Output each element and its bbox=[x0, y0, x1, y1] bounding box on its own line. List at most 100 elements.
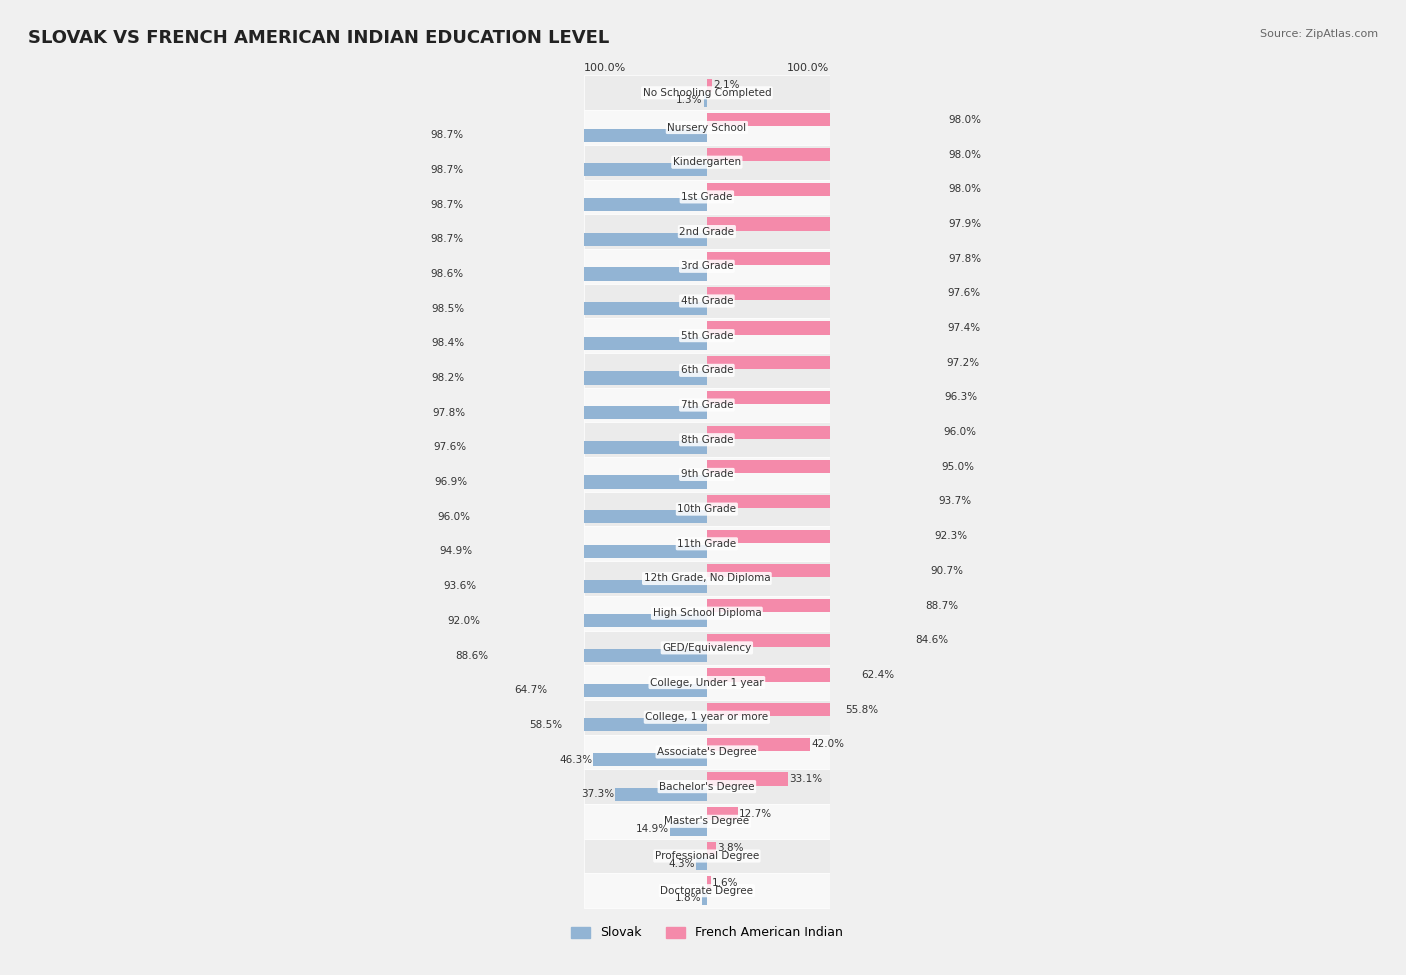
Text: 42.0%: 42.0% bbox=[811, 739, 844, 750]
Text: 96.9%: 96.9% bbox=[434, 477, 468, 488]
Bar bbox=[477, 579, 707, 593]
Text: 1.3%: 1.3% bbox=[676, 96, 703, 105]
Text: 1.6%: 1.6% bbox=[711, 878, 738, 888]
Bar bbox=[585, 284, 830, 318]
Text: 88.7%: 88.7% bbox=[925, 601, 959, 610]
Bar bbox=[703, 94, 707, 107]
Bar bbox=[585, 353, 830, 388]
Text: GED/Equivalency: GED/Equivalency bbox=[662, 643, 751, 653]
Bar bbox=[707, 425, 942, 439]
Text: 2.1%: 2.1% bbox=[713, 80, 740, 91]
Text: 12th Grade, No Diploma: 12th Grade, No Diploma bbox=[644, 573, 770, 583]
Bar bbox=[465, 198, 707, 212]
Bar bbox=[707, 391, 943, 404]
Text: Associate's Degree: Associate's Degree bbox=[657, 747, 756, 757]
Bar bbox=[707, 841, 716, 855]
Text: 4.3%: 4.3% bbox=[669, 859, 695, 869]
Text: 97.4%: 97.4% bbox=[948, 323, 980, 333]
Legend: Slovak, French American Indian: Slovak, French American Indian bbox=[567, 921, 848, 945]
Text: 2nd Grade: 2nd Grade bbox=[679, 226, 734, 237]
Bar bbox=[707, 772, 789, 786]
Text: 11th Grade: 11th Grade bbox=[678, 539, 737, 549]
Text: 1st Grade: 1st Grade bbox=[681, 192, 733, 202]
Text: Master's Degree: Master's Degree bbox=[664, 816, 749, 827]
Text: 88.6%: 88.6% bbox=[456, 650, 488, 660]
Text: 98.0%: 98.0% bbox=[949, 149, 981, 160]
Bar bbox=[585, 804, 830, 838]
Bar bbox=[585, 874, 830, 908]
Bar bbox=[671, 822, 707, 836]
Text: 1.8%: 1.8% bbox=[675, 893, 702, 903]
Text: 7th Grade: 7th Grade bbox=[681, 400, 733, 410]
Bar bbox=[585, 838, 830, 874]
Bar bbox=[707, 877, 711, 889]
Text: College, Under 1 year: College, Under 1 year bbox=[650, 678, 763, 687]
Text: 64.7%: 64.7% bbox=[513, 685, 547, 695]
Bar bbox=[465, 163, 707, 176]
Text: 97.6%: 97.6% bbox=[433, 443, 467, 452]
Bar bbox=[564, 719, 707, 731]
Bar bbox=[707, 565, 929, 577]
Bar bbox=[465, 267, 707, 281]
Text: 96.3%: 96.3% bbox=[945, 392, 977, 403]
Text: Bachelor's Degree: Bachelor's Degree bbox=[659, 782, 755, 792]
Bar bbox=[707, 287, 946, 300]
Bar bbox=[707, 148, 948, 161]
Bar bbox=[471, 510, 707, 524]
Bar bbox=[585, 665, 830, 700]
Bar bbox=[585, 457, 830, 491]
Bar bbox=[585, 422, 830, 457]
Bar bbox=[707, 529, 934, 543]
Bar bbox=[489, 649, 707, 662]
Text: 97.8%: 97.8% bbox=[948, 254, 981, 263]
Text: 12.7%: 12.7% bbox=[740, 808, 772, 819]
Text: 33.1%: 33.1% bbox=[789, 774, 823, 784]
Text: 95.0%: 95.0% bbox=[941, 462, 974, 472]
Text: Doctorate Degree: Doctorate Degree bbox=[661, 885, 754, 896]
Bar bbox=[707, 634, 914, 646]
Text: 93.6%: 93.6% bbox=[443, 581, 477, 591]
Text: 90.7%: 90.7% bbox=[931, 566, 963, 576]
Text: Nursery School: Nursery School bbox=[668, 123, 747, 133]
Text: 94.9%: 94.9% bbox=[440, 546, 472, 557]
Text: 10th Grade: 10th Grade bbox=[678, 504, 737, 514]
Bar bbox=[707, 79, 711, 92]
Text: 98.7%: 98.7% bbox=[430, 234, 464, 244]
Bar bbox=[707, 322, 946, 334]
Text: 98.7%: 98.7% bbox=[430, 130, 464, 140]
Text: 5th Grade: 5th Grade bbox=[681, 331, 733, 340]
Bar bbox=[465, 302, 707, 315]
Text: 98.0%: 98.0% bbox=[949, 115, 981, 125]
Text: 84.6%: 84.6% bbox=[915, 636, 949, 645]
Text: 98.4%: 98.4% bbox=[432, 338, 464, 348]
Text: 9th Grade: 9th Grade bbox=[681, 469, 733, 480]
Text: Kindergarten: Kindergarten bbox=[673, 157, 741, 167]
Bar bbox=[585, 249, 830, 284]
Text: 98.5%: 98.5% bbox=[430, 303, 464, 314]
Bar bbox=[707, 738, 810, 751]
Text: 62.4%: 62.4% bbox=[860, 670, 894, 680]
Bar bbox=[585, 110, 830, 145]
Text: 8th Grade: 8th Grade bbox=[681, 435, 733, 445]
Text: 98.0%: 98.0% bbox=[949, 184, 981, 194]
Bar bbox=[707, 253, 946, 265]
Text: 37.3%: 37.3% bbox=[581, 790, 614, 799]
Bar bbox=[585, 769, 830, 804]
Bar bbox=[707, 182, 948, 196]
Text: 96.0%: 96.0% bbox=[943, 427, 977, 437]
Bar bbox=[585, 75, 830, 110]
Bar bbox=[467, 406, 707, 419]
Text: 92.3%: 92.3% bbox=[935, 531, 967, 541]
Bar bbox=[585, 526, 830, 562]
Bar bbox=[585, 145, 830, 179]
Text: 46.3%: 46.3% bbox=[560, 755, 592, 764]
Text: 93.7%: 93.7% bbox=[938, 496, 972, 506]
Text: 96.0%: 96.0% bbox=[437, 512, 470, 522]
Text: 98.7%: 98.7% bbox=[430, 165, 464, 175]
Bar bbox=[707, 356, 945, 370]
Text: 98.6%: 98.6% bbox=[430, 269, 464, 279]
Bar bbox=[465, 129, 707, 141]
Bar bbox=[707, 807, 738, 820]
Bar bbox=[585, 179, 830, 214]
Bar bbox=[707, 495, 936, 508]
